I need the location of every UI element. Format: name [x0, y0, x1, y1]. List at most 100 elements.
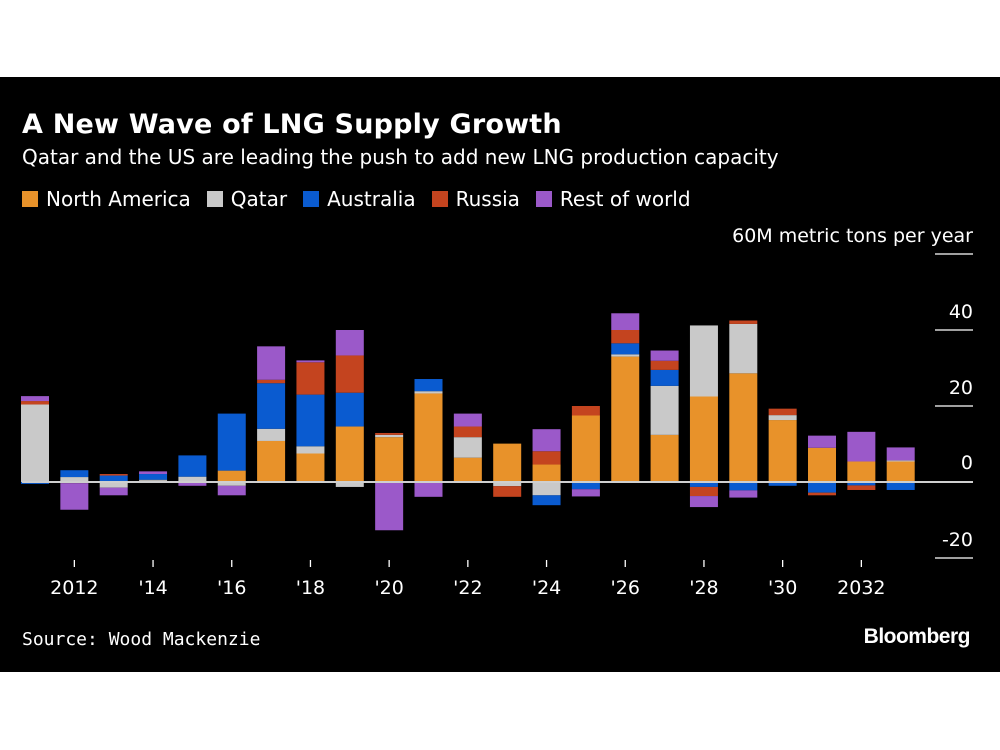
- legend-swatch: [431, 191, 448, 207]
- bar-segment-north-america: [375, 437, 404, 482]
- bar-segment-qatar: [532, 482, 561, 496]
- bar-segment-australia: [571, 482, 600, 490]
- bar-segment-australia: [886, 482, 915, 490]
- bar-segment-qatar: [139, 479, 168, 481]
- bar-segment-russia: [571, 406, 600, 416]
- bar-segment-rest-of-world: [414, 482, 443, 497]
- bar-segment-north-america: [453, 457, 482, 482]
- bar-segment-rest-of-world: [99, 487, 128, 496]
- bar-segment-rest-of-world: [21, 396, 49, 402]
- bar-segment-qatar: [335, 482, 364, 487]
- legend-swatch: [22, 191, 38, 207]
- bar-segment-russia: [611, 330, 640, 344]
- bar-segment-rest-of-world: [847, 431, 876, 462]
- bar-segment-australia: [257, 383, 286, 429]
- y-tick-label: 40: [949, 301, 973, 323]
- bar-segment-rest-of-world: [611, 313, 640, 330]
- bar-segment-north-america: [493, 443, 522, 482]
- bar-segment-russia: [808, 492, 836, 496]
- bar-segment-qatar: [453, 437, 482, 458]
- bar-segment-rest-of-world: [257, 346, 286, 380]
- bar-segment-rest-of-world: [532, 429, 561, 452]
- bar-segment-australia: [99, 475, 128, 482]
- bar-segment-russia: [257, 379, 286, 384]
- legend-item: Russia: [431, 187, 520, 211]
- bar-segment-qatar: [375, 434, 404, 438]
- x-tick-label: '28: [689, 577, 718, 599]
- legend-label: Qatar: [230, 187, 288, 211]
- legend-item: Australia: [303, 187, 416, 211]
- source-note: Source: Wood Mackenzie: [22, 629, 261, 650]
- legend-item: Qatar: [206, 187, 288, 211]
- bar-segment-australia: [60, 470, 89, 478]
- bar-segment-rest-of-world: [729, 490, 758, 498]
- bar-segment-russia: [21, 401, 49, 405]
- bar-segment-qatar: [729, 323, 758, 374]
- x-tick-label: '22: [453, 577, 482, 599]
- bar-segment-north-america: [768, 420, 797, 482]
- bar-segment-australia: [532, 495, 561, 506]
- x-tick-label: '18: [296, 577, 325, 599]
- bar-segment-russia: [453, 426, 482, 438]
- x-tick-label: '30: [768, 577, 797, 599]
- legend-swatch: [303, 191, 320, 207]
- bar-segment-north-america: [689, 396, 718, 482]
- bar-segment-rest-of-world: [296, 360, 325, 363]
- bar-segment-rest-of-world: [178, 482, 207, 486]
- bar-segment-russia: [493, 486, 522, 497]
- bar-segment-north-america: [296, 453, 325, 482]
- bar-segment-rest-of-world: [60, 483, 89, 510]
- bar-segment-north-america: [650, 434, 679, 482]
- legend-label: Australia: [327, 187, 416, 211]
- bar-segment-qatar: [99, 482, 128, 488]
- x-tick-label: '26: [611, 577, 640, 599]
- bar-segment-russia: [335, 355, 364, 393]
- bar-segment-rest-of-world: [375, 482, 404, 531]
- bar-segment-australia: [650, 369, 679, 386]
- bar-segment-qatar: [689, 325, 718, 397]
- bar-segment-north-america: [257, 440, 286, 482]
- bar-segment-rest-of-world: [335, 330, 364, 356]
- bar-segment-rest-of-world: [139, 471, 168, 475]
- y-tick-label: 60M metric tons per year: [732, 225, 973, 247]
- bar-segment-north-america: [808, 447, 836, 482]
- legend: North America Qatar Australia Russia Rest of…: [22, 187, 691, 211]
- bar-segment-north-america: [217, 470, 246, 482]
- bar-segment-russia: [847, 485, 876, 490]
- bar-segment-russia: [99, 474, 128, 476]
- legend-item: North America: [22, 187, 191, 211]
- x-tick-label: 2032: [837, 577, 885, 599]
- bar-segment-rest-of-world: [453, 413, 482, 427]
- chart-subtitle: Qatar and the US are leading the push to…: [22, 145, 779, 169]
- bar-segment-russia: [689, 486, 718, 497]
- legend-label: Rest of world: [559, 187, 691, 211]
- bar-segment-north-america: [847, 461, 876, 482]
- bloomberg-logo: Bloomberg: [863, 625, 971, 648]
- bar-segment-north-america: [335, 426, 364, 482]
- bar-segment-australia: [611, 343, 640, 355]
- bar-segment-rest-of-world: [217, 485, 246, 496]
- bar-segment-australia: [139, 474, 168, 480]
- bar-segment-qatar: [493, 482, 522, 487]
- bar-segment-australia: [178, 455, 207, 477]
- bar-segment-qatar: [650, 385, 679, 435]
- bar-segment-north-america: [729, 373, 758, 482]
- x-tick-label: '20: [374, 577, 403, 599]
- bar-segment-qatar: [611, 354, 640, 357]
- bar-segment-russia: [296, 362, 325, 395]
- legend-swatch: [206, 191, 223, 207]
- bar-segment-north-america: [611, 356, 640, 482]
- legend-label: North America: [46, 187, 191, 211]
- bar-segment-russia: [768, 408, 797, 416]
- legend-swatch: [535, 191, 552, 207]
- bar-segment-rest-of-world: [650, 350, 679, 361]
- bar-segment-australia: [296, 394, 325, 447]
- x-tick-label: '14: [138, 577, 167, 599]
- x-tick-label: '16: [217, 577, 246, 599]
- bar-segment-russia: [729, 320, 758, 324]
- bar-segment-rest-of-world: [689, 496, 718, 508]
- bar-segment-qatar: [414, 391, 443, 394]
- bar-segment-qatar: [60, 477, 89, 482]
- x-tick-label: 2012: [50, 577, 98, 599]
- bar-segment-russia: [532, 451, 561, 465]
